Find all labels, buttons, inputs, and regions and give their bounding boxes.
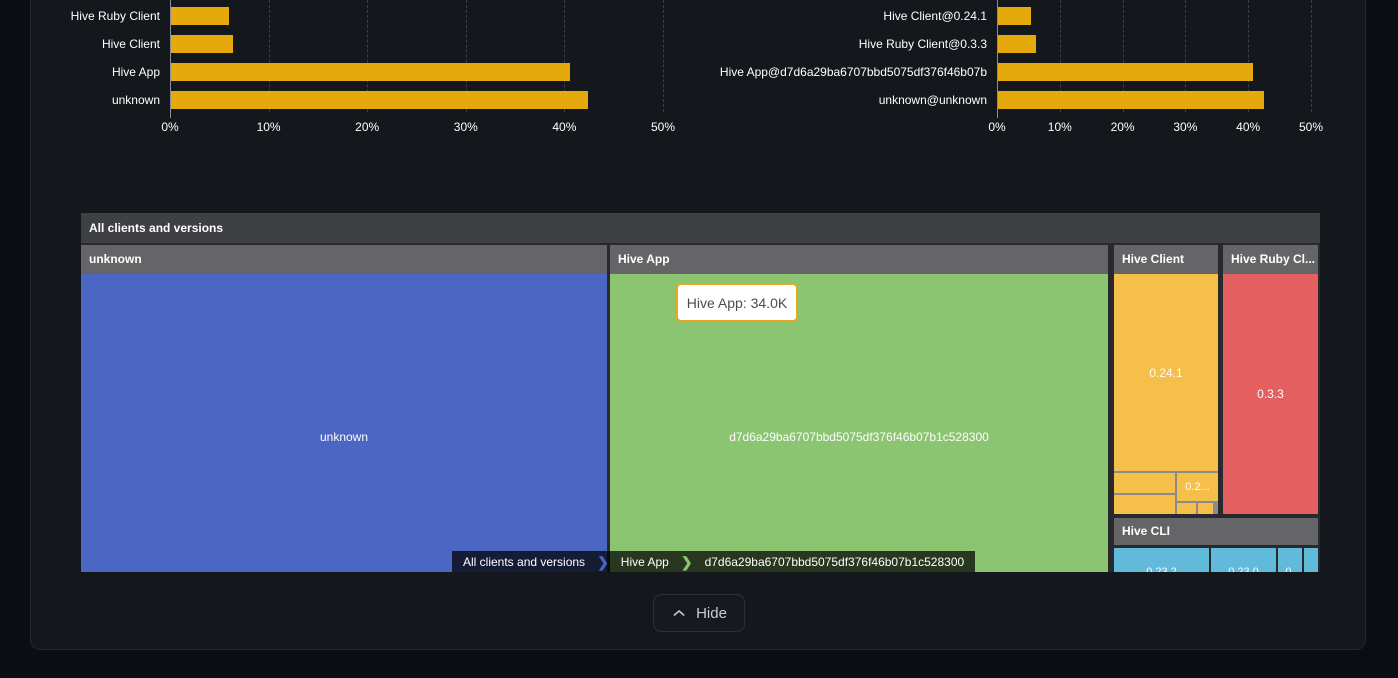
y-axis-line [997,0,998,118]
treemap-cell-hive-ruby-033[interactable]: 0.3.3 [1223,274,1318,514]
treemap-tooltip: Hive App: 34.0K [676,283,798,322]
treemap-cell-label: 0.23.2 [1146,566,1177,572]
treemap-section-header-hive-app[interactable]: Hive App [610,245,1108,274]
category-label: unknown@unknown [878,93,987,107]
treemap-cell-label: 0.24.1 [1149,365,1183,380]
treemap-cell-label: d7d6a29ba6707bbd5075df376f46b07b1c528300 [729,430,989,444]
treemap-section-header-unknown[interactable]: unknown [81,245,607,274]
treemap-cell-label: 0.3.3 [1257,387,1284,401]
treemap-subcell[interactable] [1114,495,1175,514]
treemap-section-header-hive-client[interactable]: Hive Client [1114,245,1218,274]
category-label: Hive Client@0.24.1 [883,9,987,23]
x-tick-label: 40% [1236,120,1261,134]
treemap-subcell-02[interactable]: 0.2... [1177,473,1218,501]
treemap-breadcrumb: All clients and versions ❯ Hive App ❯ d7… [452,551,976,572]
gridline [663,0,664,112]
treemap-title[interactable]: All clients and versions [81,213,1320,243]
x-tick-label: 20% [1110,120,1135,134]
treemap-subcell[interactable] [1114,473,1175,493]
gridline [1311,0,1312,112]
gridline [1248,0,1250,112]
hide-button[interactable]: Hide [653,594,745,632]
bar-hive-ruby-client-0-3-3[interactable] [998,35,1036,53]
x-tick-label: 0% [161,120,179,134]
chevron-right-icon: ❯ [680,554,693,570]
bar-hive-ruby-client[interactable] [171,7,230,25]
treemap-cell-hive-cli[interactable] [1304,548,1318,572]
x-tick-label: 0% [988,120,1006,134]
x-tick-label: 50% [650,120,676,134]
breadcrumb-item-hash[interactable]: d7d6a29ba6707bbd5075df376f46b07b1c528300 [704,555,965,569]
treemap-cell-hive-cli[interactable]: 0.23.2 [1114,548,1209,572]
bar-hive-client-0-24-1[interactable] [998,7,1031,25]
gridline [465,0,467,112]
category-label: Hive Client [101,37,160,51]
category-label: Hive Ruby Client@0.3.3 [858,37,987,51]
hide-button-label: Hide [696,604,727,622]
treemap-subcell[interactable] [1198,503,1213,514]
treemap-section-header-hive-ruby-client[interactable]: Hive Ruby Cl... [1223,245,1318,274]
bar-hive-app[interactable] [171,63,571,81]
x-tick-label: 10% [1047,120,1072,134]
breadcrumb-item-root[interactable]: All clients and versions [463,555,586,569]
x-tick-label: 30% [453,120,478,134]
bar-unknown[interactable] [171,91,589,109]
treemap-subcell[interactable] [1177,503,1196,514]
gridline [367,0,369,112]
treemap-cell-label: 0. [1285,566,1295,572]
treemap-all-clients: All clients and versions unknown unknown… [81,213,1320,572]
treemap-cell-hive-cli[interactable]: 0. [1278,548,1302,572]
gridline [1185,0,1187,112]
x-tick-label: 50% [1298,120,1324,134]
bar-unknown-unknown[interactable] [998,91,1264,109]
treemap-cell-hive-app-hash[interactable]: d7d6a29ba6707bbd5075df376f46b07b1c528300 [610,274,1108,572]
category-label: unknown [111,93,160,107]
x-tick-label: 40% [552,120,577,134]
chevron-up-icon [673,610,685,616]
treemap-cell-label: 0.2... [1185,481,1210,493]
gridline [268,0,270,112]
breadcrumb-item-hive-app[interactable]: Hive App [620,555,669,569]
treemap-cell-label: unknown [319,430,369,444]
gridline [564,0,566,112]
gridline [1122,0,1124,112]
treemap-section-header-hive-cli[interactable]: Hive CLI [1114,518,1318,545]
treemap-cell-unknown[interactable]: unknown [81,274,607,572]
bar-chart-clients: 0% 10% 20% 30% 40% 50% Hive Ruby Client Hive Cl… [0,0,690,140]
x-tick-label: 10% [256,120,281,134]
gridline [1059,0,1061,112]
category-label: Hive App [111,65,160,79]
bar-hive-app-d7d6a29ba6707bbd5075df376f46b07b[interactable] [998,63,1253,81]
y-axis-line [170,0,171,118]
treemap-cell-hive-client-0241[interactable]: 0.24.1 [1114,274,1218,471]
category-label: Hive App@d7d6a29ba6707bbd5075df376f46b07… [719,65,987,79]
x-tick-label: 20% [355,120,380,134]
bar-chart-versions: 0% 10% 20% 30% 40% 50% Hive Client@0.24.1 Hive … [700,0,1365,140]
bar-hive-client[interactable] [171,35,234,53]
chevron-right-icon: ❯ [597,554,609,570]
treemap-cell-hive-cli[interactable]: 0.23.0 [1211,548,1276,572]
x-tick-label: 30% [1173,120,1198,134]
treemap-cell-label: 0.23.0 [1228,566,1259,572]
category-label: Hive Ruby Client [70,9,160,23]
